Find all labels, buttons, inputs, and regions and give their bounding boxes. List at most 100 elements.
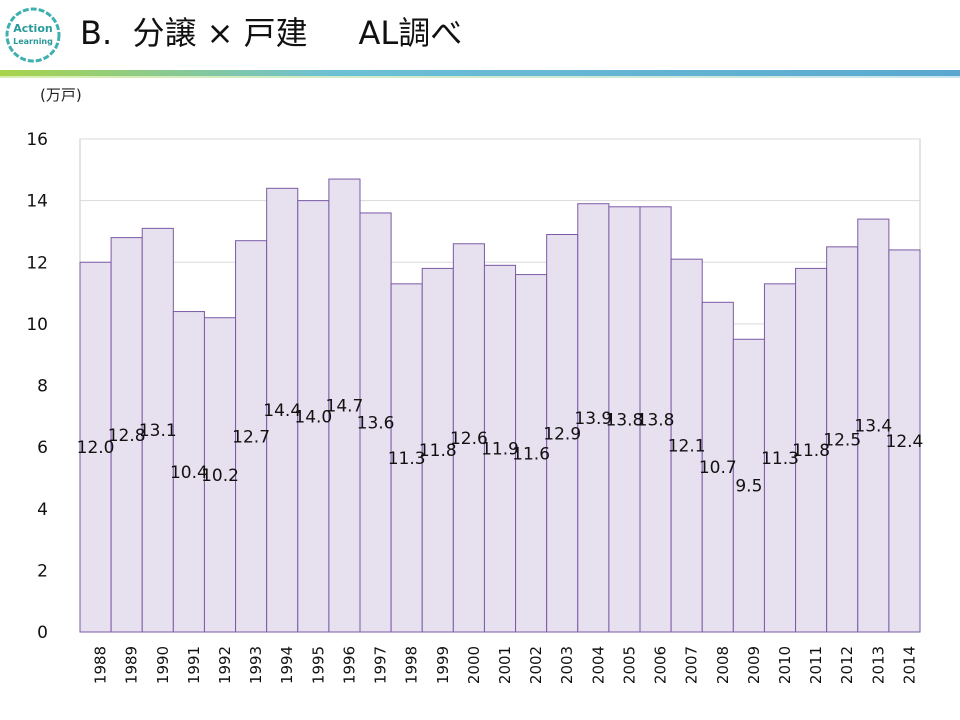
bar-2005 xyxy=(608,206,641,633)
y-tick-label: 0 xyxy=(37,623,48,643)
logo-text-line1: Action xyxy=(13,22,52,35)
bar-1989 xyxy=(110,237,143,633)
data-label: 9.5 xyxy=(735,477,762,497)
bar-2004 xyxy=(577,203,610,633)
x-tick-label: 1990 xyxy=(154,646,172,684)
bar-2007 xyxy=(670,258,703,633)
logo-text-line2: Learning xyxy=(13,37,53,46)
x-tick-label: 2008 xyxy=(714,646,732,684)
x-tick-label: 1998 xyxy=(403,646,421,684)
y-tick-label: 16 xyxy=(26,130,48,150)
x-tick-label: 2001 xyxy=(496,646,514,684)
x-tick-label: 1996 xyxy=(340,646,358,684)
bar-1999 xyxy=(421,267,454,633)
data-label: 10.2 xyxy=(201,466,239,486)
bar-1993 xyxy=(235,240,268,633)
title-divider xyxy=(0,70,960,76)
x-tick-label: 2004 xyxy=(589,646,607,684)
x-tick-label: 2005 xyxy=(620,646,638,684)
x-tick-label: 2009 xyxy=(745,646,763,684)
bar-1998 xyxy=(390,283,423,633)
x-tick-label: 2012 xyxy=(838,646,856,684)
data-label: 12.7 xyxy=(232,427,270,447)
x-tick-label: 1999 xyxy=(434,646,452,684)
data-label: 12.8 xyxy=(108,426,146,446)
chart-data-labels: 12.012.813.1 10.410.2 12.7 14.414.014.713.6… xyxy=(77,397,924,497)
y-tick-label: 10 xyxy=(26,315,48,335)
data-label: 14.7 xyxy=(326,397,364,417)
data-label: 12.9 xyxy=(543,424,581,444)
bar-1992 xyxy=(203,317,237,633)
bar-2009 xyxy=(732,338,765,633)
chart-bars xyxy=(79,178,921,633)
data-label: 14.0 xyxy=(294,407,332,427)
title-divider-shadow xyxy=(0,76,960,78)
data-label: 11.6 xyxy=(512,444,550,464)
y-tick-label: 6 xyxy=(37,438,48,458)
x-tick-label: 2014 xyxy=(900,646,918,684)
x-tick-label: 1993 xyxy=(247,646,265,684)
x-tick-label: 2007 xyxy=(683,646,701,684)
data-label: 10.4 xyxy=(170,463,208,483)
page-title: B. 分譲 × 戸建 AL調べ xyxy=(80,14,463,52)
y-tick-label: 8 xyxy=(37,377,48,397)
x-tick-label: 1992 xyxy=(216,646,234,684)
bar-2002 xyxy=(515,274,548,633)
bar-2000 xyxy=(452,243,485,633)
data-label: 12.4 xyxy=(886,432,924,452)
y-tick-label: 4 xyxy=(37,500,48,520)
x-tick-label: 2003 xyxy=(558,646,576,684)
x-tick-label: 1994 xyxy=(278,646,296,684)
data-label: 11.9 xyxy=(481,440,519,460)
y-axis-unit-label: (万戸) xyxy=(40,86,82,104)
bar-1995 xyxy=(297,200,330,633)
bar-2008 xyxy=(701,301,734,633)
x-tick-label: 1997 xyxy=(372,646,390,684)
x-tick-label: 1988 xyxy=(92,646,110,684)
data-label: 12.1 xyxy=(668,437,706,457)
bar-2012 xyxy=(826,246,859,633)
data-label: 11.8 xyxy=(792,441,830,461)
bar-2011 xyxy=(795,267,828,633)
bar-2006 xyxy=(639,206,672,633)
bar-2014 xyxy=(888,249,921,633)
bar-2001 xyxy=(483,264,517,633)
y-tick-label: 2 xyxy=(37,561,48,581)
bar-2013 xyxy=(857,218,890,633)
bar-1997 xyxy=(359,212,392,633)
x-tick-label: 2010 xyxy=(776,646,794,684)
data-label: 13.8 xyxy=(637,410,675,430)
data-label: 11.3 xyxy=(761,449,799,469)
bar-2003 xyxy=(546,234,579,633)
bar-1994 xyxy=(266,187,299,633)
data-label: 13.4 xyxy=(854,417,892,437)
chart-y-ticks: 0 2 4 6 8 10 12 14 16 xyxy=(26,130,48,643)
x-tick-label: 2006 xyxy=(652,646,670,684)
x-tick-label: 1995 xyxy=(309,646,327,684)
data-label: 11.8 xyxy=(419,441,457,461)
data-label: 13.8 xyxy=(606,410,644,430)
bar-1996 xyxy=(328,178,361,633)
data-label: 11.3 xyxy=(388,449,426,469)
x-tick-label: 2011 xyxy=(807,646,825,684)
x-tick-label: 2013 xyxy=(869,646,887,684)
data-label: 12.5 xyxy=(823,430,861,450)
y-tick-label: 12 xyxy=(26,253,48,273)
data-label: 14.4 xyxy=(263,401,301,421)
data-label: 12.0 xyxy=(77,438,115,458)
data-label: 13.6 xyxy=(357,413,395,433)
x-tick-label: 2002 xyxy=(527,646,545,684)
x-tick-label: 1989 xyxy=(123,646,141,684)
bar-1991 xyxy=(172,311,205,633)
bar-1988 xyxy=(79,261,112,633)
data-label: 10.7 xyxy=(699,458,737,478)
y-tick-label: 14 xyxy=(26,192,48,212)
x-tick-label: 2000 xyxy=(465,646,483,684)
data-label: 13.1 xyxy=(139,421,177,441)
chart-x-ticks: 1988 1989 1990 1991 1992 1993 1994 1995 1996 1997… xyxy=(92,646,919,684)
data-label: 12.6 xyxy=(450,429,488,449)
data-label: 13.9 xyxy=(574,409,612,429)
action-learning-logo: Action Learning xyxy=(5,7,61,63)
x-tick-label: 1991 xyxy=(185,646,203,684)
